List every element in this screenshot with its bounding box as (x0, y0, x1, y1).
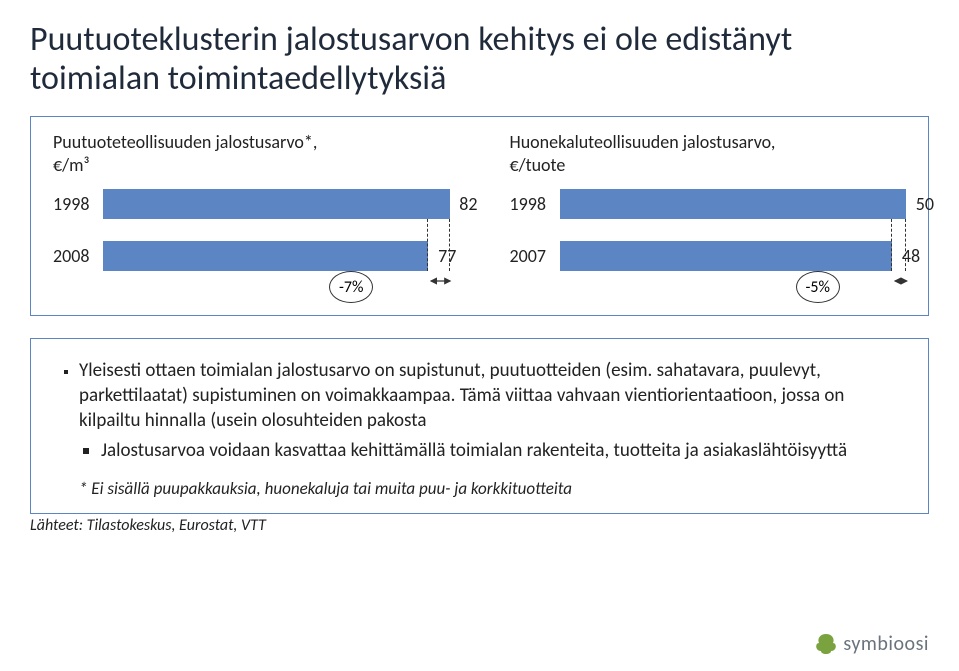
bullet-text: Jalostusarvoa voidaan kasvattaa kehittäm… (101, 439, 847, 462)
bullets-container: Yleisesti ottaen toimialan jalostusarvo … (30, 338, 929, 514)
source-line: Lähteet: Tilastokeskus, Eurostat, VTT (30, 516, 929, 535)
bar: 77 (103, 241, 428, 271)
footnote: * Ei sisällä puupakkauksia, huonekaluja … (57, 478, 902, 499)
bar-value: 82 (459, 193, 477, 215)
bar-year-label: 2008 (53, 245, 103, 267)
logo-icon (813, 631, 839, 657)
bar-year-label: 1998 (53, 193, 103, 215)
bar: 50 (560, 189, 907, 219)
logo-text: symbioosi (843, 632, 929, 656)
bar: 48 (560, 241, 893, 271)
bullet-item: Jalostusarvoa voidaan kasvattaa kehittäm… (101, 439, 902, 464)
chart-left-header: Puutuoteteollisuuden jalostusarvo*, €/m³ (53, 131, 450, 179)
chart-left: Puutuoteteollisuuden jalostusarvo*, €/m³… (53, 131, 450, 303)
logo: symbioosi (813, 631, 929, 657)
chart-container: Puutuoteteollisuuden jalostusarvo*, €/m³… (30, 116, 929, 316)
bar-value: 48 (902, 245, 920, 267)
bar-row: 1998 82 (53, 189, 450, 219)
chart-right: Huonekaluteollisuuden jalostusarvo, €/tu… (510, 131, 907, 303)
delta-badge: -7% (329, 271, 373, 303)
bar-value: 77 (438, 245, 456, 267)
chart-right-header: Huonekaluteollisuuden jalostusarvo, €/tu… (510, 131, 907, 179)
delta-badge: -5% (796, 271, 840, 303)
bar-row: 1998 50 (510, 189, 907, 219)
bar-row: 2008 77 (53, 241, 450, 271)
bullet-item: Yleisesti ottaen toimialan jalostusarvo … (79, 359, 902, 464)
bar-value: 50 (916, 193, 934, 215)
bar: 82 (103, 189, 450, 219)
bar-row: 2007 48 (510, 241, 907, 271)
bar-year-label: 1998 (510, 193, 560, 215)
bar-year-label: 2007 (510, 245, 560, 267)
bullet-text: Yleisesti ottaen toimialan jalostusarvo … (79, 359, 844, 431)
page-title: Puutuoteklusterin jalostusarvon kehitys … (30, 20, 929, 98)
